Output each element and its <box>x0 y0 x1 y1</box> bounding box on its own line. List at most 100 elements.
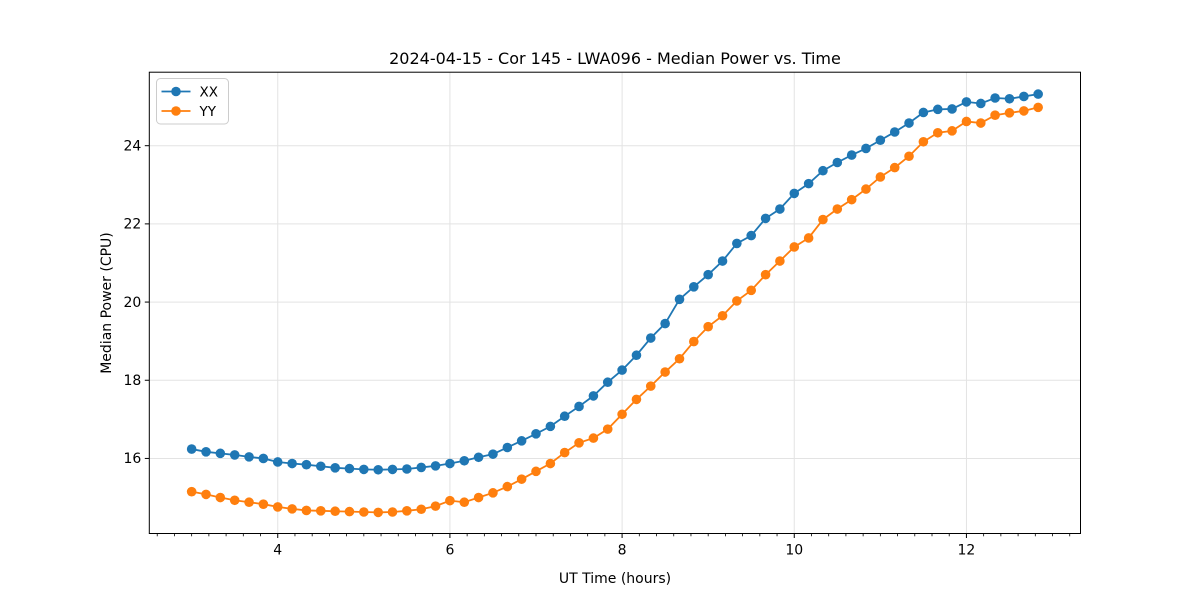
legend-marker-sample <box>171 106 181 116</box>
series-YY-marker <box>818 214 828 225</box>
series-YY-marker <box>445 495 455 506</box>
series-YY-marker <box>674 353 685 364</box>
series-XX-marker <box>258 453 269 464</box>
series-XX-marker <box>732 238 742 249</box>
series-YY-marker <box>732 296 742 306</box>
legend-entry: YY <box>161 104 217 120</box>
series-YY-marker <box>559 447 570 458</box>
series-XX-marker <box>387 464 398 475</box>
series-XX-marker <box>918 107 929 118</box>
tick-layer: 4 6 8 10 12 16 18 20 22 24 <box>123 138 1071 559</box>
series-XX-marker <box>373 464 384 475</box>
series-YY-marker <box>201 489 211 500</box>
series-YY-marker <box>416 504 427 515</box>
series-XX-marker <box>746 230 757 241</box>
series-YY-marker <box>1019 106 1029 116</box>
series-YY <box>186 102 1043 518</box>
series-XX-marker <box>430 461 441 471</box>
series-XX-marker <box>1004 93 1015 104</box>
series-XX-marker <box>588 391 599 401</box>
series-XX <box>186 89 1043 475</box>
series-YY-marker <box>373 507 384 518</box>
series-YY-marker <box>660 367 670 377</box>
series-XX-marker <box>201 447 211 457</box>
series-XX-marker <box>416 462 427 473</box>
series-XX-marker <box>775 204 785 214</box>
series-XX-marker <box>703 269 713 280</box>
series-YY-marker <box>789 242 800 252</box>
series-XX-marker <box>602 377 613 388</box>
series-YY-marker <box>703 321 713 332</box>
series-YY-marker <box>875 172 886 182</box>
series-YY-marker <box>803 233 814 243</box>
series-YY-marker <box>359 507 369 517</box>
series-YY-marker <box>976 118 986 128</box>
series-XX-marker <box>976 98 986 109</box>
chart-title: 2024-04-15 - Cor 145 - LWA096 - Median P… <box>389 49 841 68</box>
series-XX-marker <box>559 411 570 422</box>
x-axis-label: UT Time (hours) <box>558 571 672 587</box>
x-tick-label: 12 <box>958 543 976 559</box>
series-YY-marker <box>402 506 412 516</box>
series-XX-marker <box>1033 89 1043 99</box>
series-YY-marker <box>861 184 871 194</box>
series-YY-marker <box>473 492 484 503</box>
series-YY-marker <box>889 162 900 173</box>
series-YY-marker <box>516 474 527 484</box>
series-YY-marker <box>344 506 355 517</box>
series-XX-marker <box>617 365 627 375</box>
series-XX-marker <box>904 118 914 128</box>
series-YY-marker <box>832 204 843 214</box>
y-tick-label: 16 <box>123 451 141 467</box>
series-YY-marker <box>961 116 972 127</box>
series-XX-marker <box>244 452 254 462</box>
legend-label: XX <box>200 84 219 100</box>
series-YY-marker <box>775 256 785 266</box>
series-XX-marker <box>488 449 498 459</box>
y-tick-label: 20 <box>123 295 141 311</box>
series-YY-marker <box>244 497 254 508</box>
series-YY-marker <box>990 110 1000 120</box>
series-XX-marker <box>215 448 226 459</box>
series-XX-marker <box>502 442 513 453</box>
series-XX-line <box>191 93 1039 471</box>
series-YY-marker <box>1004 108 1015 118</box>
series-YY-marker <box>631 394 642 405</box>
legend-entry: XX <box>161 84 219 100</box>
y-tick-label: 22 <box>123 217 141 233</box>
series-YY-marker <box>689 336 699 347</box>
series-YY-marker <box>545 458 556 469</box>
series-XX-marker <box>330 463 340 473</box>
legend-marker-sample <box>171 86 181 97</box>
series-XX-marker <box>760 213 771 224</box>
series-XX-marker <box>1019 91 1029 102</box>
series-XX-marker <box>186 444 197 454</box>
series-XX-marker <box>832 157 843 168</box>
series-YY-marker <box>1033 102 1043 113</box>
series-XX-marker <box>545 421 556 432</box>
series-XX-marker <box>229 450 240 460</box>
series-YY-marker <box>918 136 929 147</box>
series-XX-marker <box>459 455 470 466</box>
x-tick-label: 8 <box>618 543 627 559</box>
series-YY-marker <box>947 126 957 136</box>
series-YY-marker <box>746 285 757 296</box>
series-XX-marker <box>717 256 728 266</box>
series-XX-marker <box>574 401 584 412</box>
series-YY-marker <box>588 433 599 443</box>
series-YY-marker <box>287 504 297 514</box>
x-tick-label: 10 <box>785 543 803 559</box>
series-YY-marker <box>602 424 613 434</box>
series-XX-marker <box>990 93 1000 103</box>
series-XX-marker <box>932 104 943 115</box>
series-YY-marker <box>717 310 728 321</box>
series-XX-marker <box>315 461 326 472</box>
series-YY-marker <box>932 127 943 138</box>
series-YY-marker <box>574 438 584 448</box>
series-XX-marker <box>846 150 857 160</box>
series-YY-marker <box>846 194 857 205</box>
series-YY-marker <box>272 502 283 512</box>
series-XX-marker <box>344 463 355 474</box>
